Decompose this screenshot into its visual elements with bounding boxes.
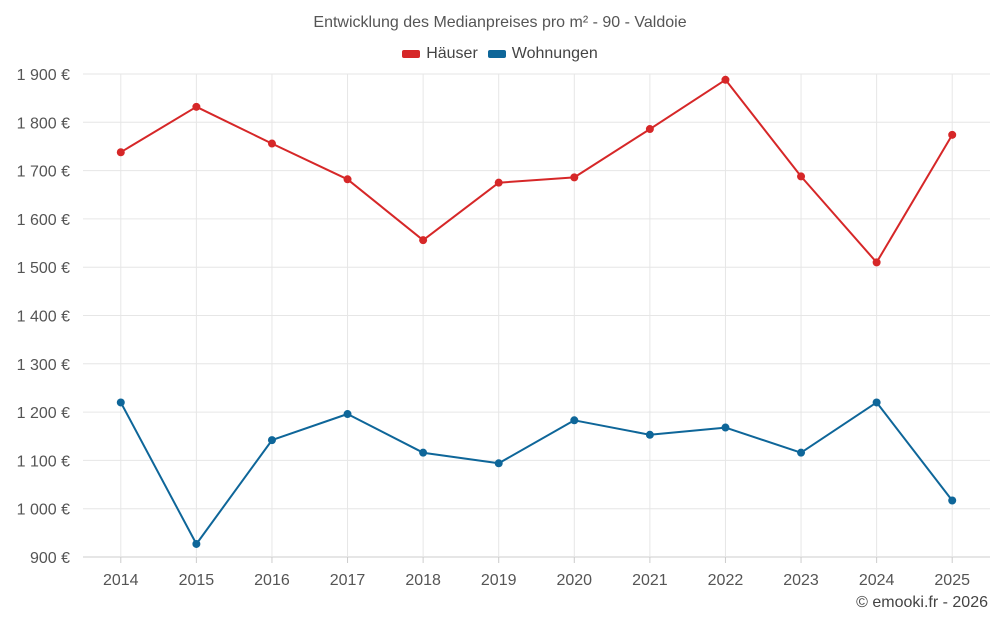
x-tick-label: 2015 xyxy=(179,572,215,589)
y-tick-label: 1 700 € xyxy=(17,164,70,181)
data-point-haeuser xyxy=(721,75,730,84)
legend-item-haeuser[interactable]: Häuser xyxy=(402,45,478,63)
legend: Häuser Wohnungen xyxy=(0,45,1000,63)
legend-item-wohnungen[interactable]: Wohnungen xyxy=(487,45,598,63)
legend-swatch-haeuser xyxy=(402,50,421,58)
credit-text: © emooki.fr - 2026 xyxy=(856,594,988,611)
y-tick-label: 1 000 € xyxy=(17,502,70,519)
data-point-wohnungen xyxy=(116,398,125,407)
y-tick-label: 1 400 € xyxy=(17,309,70,326)
data-point-wohnungen xyxy=(797,448,806,457)
data-point-haeuser xyxy=(116,148,125,157)
data-point-haeuser xyxy=(872,258,881,267)
data-point-haeuser xyxy=(267,139,276,148)
legend-label-wohnungen: Wohnungen xyxy=(511,45,598,62)
chart-title: Entwicklung des Medianpreises pro m² - 9… xyxy=(313,14,687,31)
x-tick-label: 2017 xyxy=(330,572,366,589)
data-point-haeuser xyxy=(419,236,428,245)
y-tick-label: 1 100 € xyxy=(17,453,70,470)
x-tick-label: 2019 xyxy=(481,572,517,589)
y-tick-label: 1 800 € xyxy=(17,115,70,132)
y-tick-label: 1 500 € xyxy=(17,260,70,277)
x-tick-label: 2018 xyxy=(405,572,441,589)
data-point-wohnungen xyxy=(721,423,730,432)
data-point-haeuser xyxy=(570,173,579,182)
series-line-haeuser xyxy=(120,78,954,264)
data-point-wohnungen xyxy=(872,398,881,407)
x-tick-label: 2023 xyxy=(783,572,819,589)
y-tick-label: 900 € xyxy=(30,550,70,567)
data-point-haeuser xyxy=(343,175,352,184)
y-tick-label: 1 900 € xyxy=(17,67,70,84)
data-point-haeuser xyxy=(192,102,201,111)
data-point-wohnungen xyxy=(645,430,654,439)
x-tick-label: 2022 xyxy=(708,572,744,589)
legend-swatch-wohnungen xyxy=(487,50,506,58)
data-point-haeuser xyxy=(797,172,806,181)
data-point-wohnungen xyxy=(267,436,276,445)
data-point-haeuser xyxy=(948,130,957,139)
y-tick-label: 1 600 € xyxy=(17,212,70,229)
data-point-wohnungen xyxy=(419,448,428,457)
legend-label-haeuser: Häuser xyxy=(426,45,478,62)
x-tick-label: 2024 xyxy=(859,572,895,589)
data-point-wohnungen xyxy=(343,410,352,419)
y-tick-label: 1 300 € xyxy=(17,357,70,374)
x-tick-label: 2020 xyxy=(556,572,592,589)
data-point-wohnungen xyxy=(192,539,201,548)
data-point-wohnungen xyxy=(494,459,503,468)
y-tick-label: 1 200 € xyxy=(17,405,70,422)
data-point-wohnungen xyxy=(948,496,957,505)
data-point-haeuser xyxy=(645,125,654,134)
data-point-wohnungen xyxy=(570,416,579,425)
x-tick-label: 2025 xyxy=(934,572,970,589)
x-tick-label: 2014 xyxy=(103,572,139,589)
series-line-wohnungen xyxy=(119,401,953,545)
x-tick-label: 2016 xyxy=(254,572,290,589)
data-point-haeuser xyxy=(494,178,503,187)
x-tick-label: 2021 xyxy=(632,572,668,589)
